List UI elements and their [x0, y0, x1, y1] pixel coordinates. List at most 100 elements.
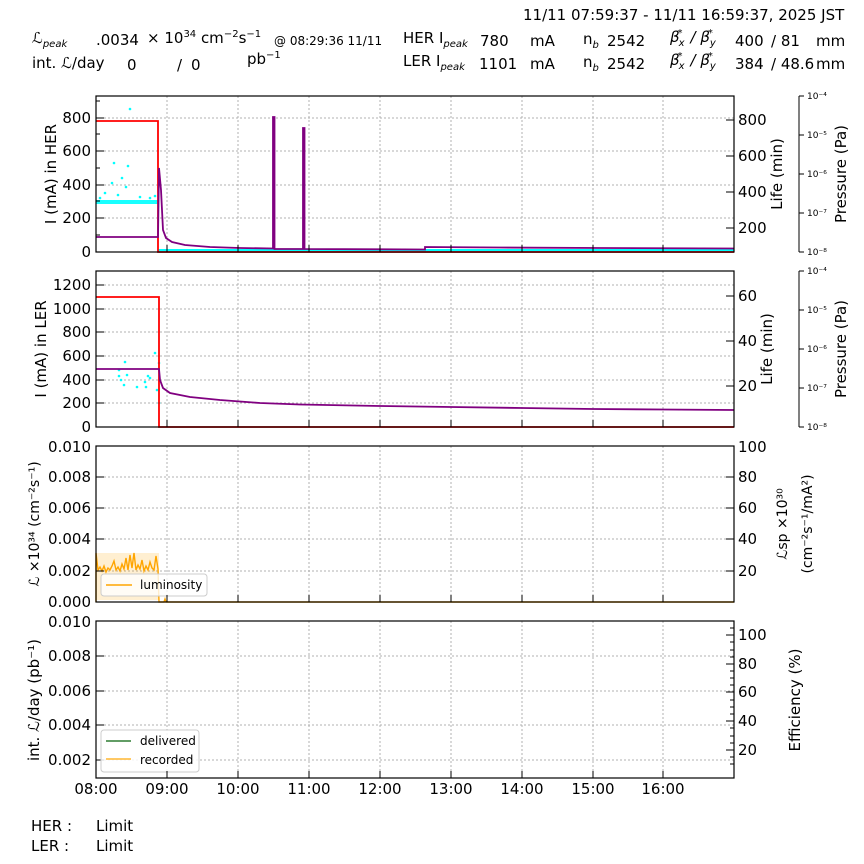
ler-y-right-labels: 20 40 60	[738, 287, 757, 395]
svg-text:0.010: 0.010	[48, 613, 91, 631]
svg-text:600: 600	[62, 347, 91, 365]
lumi-sp-unit: (cm⁻²s⁻¹/mA²)	[800, 474, 816, 573]
int-lumi-delivered: 0	[127, 56, 137, 74]
her-sub: peak	[443, 39, 468, 50]
lumi-peak-value: .0034	[96, 31, 139, 49]
legend-label-luminosity: luminosity	[140, 578, 202, 592]
ler-pressure-label: Pressure (Pa)	[832, 300, 850, 398]
her-frame	[95, 95, 735, 253]
svg-text:10⁻⁸: 10⁻⁸	[807, 248, 827, 258]
x-tick-labels: 08:00 09:00 10:00 11:00 12:00 13:00 14:00 15:…	[74, 780, 684, 798]
her-pressure-series	[96, 107, 734, 251]
ler-ipeak-label: LER Ipeak	[403, 52, 465, 73]
int-lumi-label: int. ℒ/day	[32, 54, 105, 72]
ler-life-label: Life (min)	[758, 313, 776, 385]
lumi-symbol: ℒ	[32, 29, 43, 47]
svg-text:60: 60	[738, 499, 757, 517]
svg-text:0.004: 0.004	[48, 716, 91, 734]
int-lumi-y-labels: 0.002 0.004 0.006 0.008 0.010	[48, 613, 91, 769]
unit-cm: cm	[196, 29, 224, 47]
ler-life-series	[96, 368, 735, 411]
svg-text:800: 800	[62, 323, 91, 341]
ler-status-value: Limit	[96, 837, 134, 855]
her-pressure-label: Pressure (Pa)	[832, 125, 850, 223]
svg-text:10⁻⁴: 10⁻⁴	[807, 267, 827, 277]
svg-text:08:00: 08:00	[74, 780, 117, 798]
lumi-frame	[95, 445, 735, 603]
her-current: 780	[480, 32, 509, 50]
ler-label: LER I	[403, 52, 441, 70]
nb-sub: b	[592, 63, 599, 74]
int-lumi-recorded: 0	[191, 56, 201, 74]
svg-text:09:00: 09:00	[145, 780, 188, 798]
ler-beta-unit: mm	[816, 55, 846, 73]
svg-text:0.010: 0.010	[48, 438, 91, 456]
svg-text:80: 80	[738, 655, 757, 673]
her-beta-label: βx* / βy*	[670, 28, 716, 49]
legend-label-delivered: delivered	[140, 734, 196, 748]
svg-text:14:00: 14:00	[500, 780, 543, 798]
lumi-y-labels: 0.000 0.002 0.004 0.006 0.008 0.010	[48, 438, 91, 611]
svg-text:40: 40	[738, 530, 757, 548]
int-lumi-unit: pb−1	[247, 50, 281, 68]
her-current-series	[96, 120, 734, 253]
ler-y-labels: 0 200 400 600 800 1000 1200	[53, 276, 91, 436]
svg-text:60: 60	[738, 683, 757, 701]
svg-text:11:00: 11:00	[287, 780, 330, 798]
svg-text:0.000: 0.000	[48, 593, 91, 611]
svg-text:10⁻⁴: 10⁻⁴	[807, 92, 827, 102]
ler-nb-label: nb	[583, 53, 599, 74]
svg-text:40: 40	[738, 332, 757, 350]
ler-pressure-series	[117, 351, 161, 405]
svg-text:0.002: 0.002	[48, 751, 91, 769]
svg-text:200: 200	[62, 394, 91, 412]
svg-text:60: 60	[738, 287, 757, 305]
svg-text:10⁻⁵: 10⁻⁵	[807, 306, 827, 316]
her-status-label: HER :	[31, 817, 73, 835]
svg-text:100: 100	[738, 626, 767, 644]
lumi-y-right-labels: 20 40 60 80 100	[738, 438, 767, 580]
pb-exp: −1	[266, 50, 281, 61]
nb-n: n	[583, 30, 593, 48]
her-beta-y: / 81	[771, 32, 800, 50]
svg-text:12:00: 12:00	[358, 780, 401, 798]
her-life-series	[96, 116, 735, 251]
svg-text:400: 400	[62, 176, 91, 194]
svg-text:10⁻⁵: 10⁻⁵	[807, 131, 827, 141]
lumi-sp-label: ℒsp ×10³⁰	[775, 488, 791, 560]
lumi-legend: luminosity	[100, 573, 208, 597]
her-beta-x: 400	[735, 32, 764, 50]
ler-current: 1101	[479, 55, 518, 73]
unit-exp: 34	[183, 29, 197, 40]
pb-unit: pb	[247, 50, 267, 68]
her-beta-unit: mm	[816, 32, 846, 50]
panel-luminosity: 0.000 0.002 0.004 0.006 0.008 0.010 20 40 60 8…	[27, 438, 816, 611]
svg-text:100: 100	[738, 438, 767, 456]
svg-text:600: 600	[62, 142, 91, 160]
unit-cm-exp: −2	[223, 29, 239, 40]
svg-text:20: 20	[738, 562, 757, 580]
time-range: 11/11 07:59:37 - 11/11 16:59:37, 2025 JS…	[523, 6, 845, 24]
nb-sub: b	[592, 40, 599, 51]
legend-label-recorded: recorded	[140, 753, 193, 767]
panel-ler: 0 200 400 600 800 1000 1200 20 40 60 I (mA) in …	[32, 267, 850, 436]
unit-s-exp: −1	[246, 29, 262, 40]
her-life-label: Life (min)	[768, 138, 786, 210]
svg-text:1000: 1000	[53, 300, 91, 318]
svg-text:10⁻⁶: 10⁻⁶	[807, 345, 827, 355]
svg-text:15:00: 15:00	[571, 780, 614, 798]
ler-pressure-axis: 10⁻⁴ 10⁻⁵ 10⁻⁶ 10⁻⁷ 10⁻⁸ Pressure (Pa)	[798, 267, 850, 433]
svg-text:400: 400	[62, 371, 91, 389]
svg-text:800: 800	[738, 111, 767, 129]
ler-current-unit: mA	[530, 55, 555, 73]
her-pressure-axis: 10⁻⁴ 10⁻⁵ 10⁻⁶ 10⁻⁷ 10⁻⁸ Pressure (Pa)	[798, 92, 850, 258]
lumi-peak-sub: peak	[42, 39, 68, 50]
svg-text:10⁻⁷: 10⁻⁷	[807, 209, 827, 219]
her-y-ticks	[96, 100, 734, 253]
unit-s: s	[238, 29, 247, 47]
int-lumi-y-right-labels: 20 40 60 80 100	[738, 626, 767, 759]
svg-text:10⁻⁶: 10⁻⁶	[807, 170, 827, 180]
svg-text:0.004: 0.004	[48, 530, 91, 548]
